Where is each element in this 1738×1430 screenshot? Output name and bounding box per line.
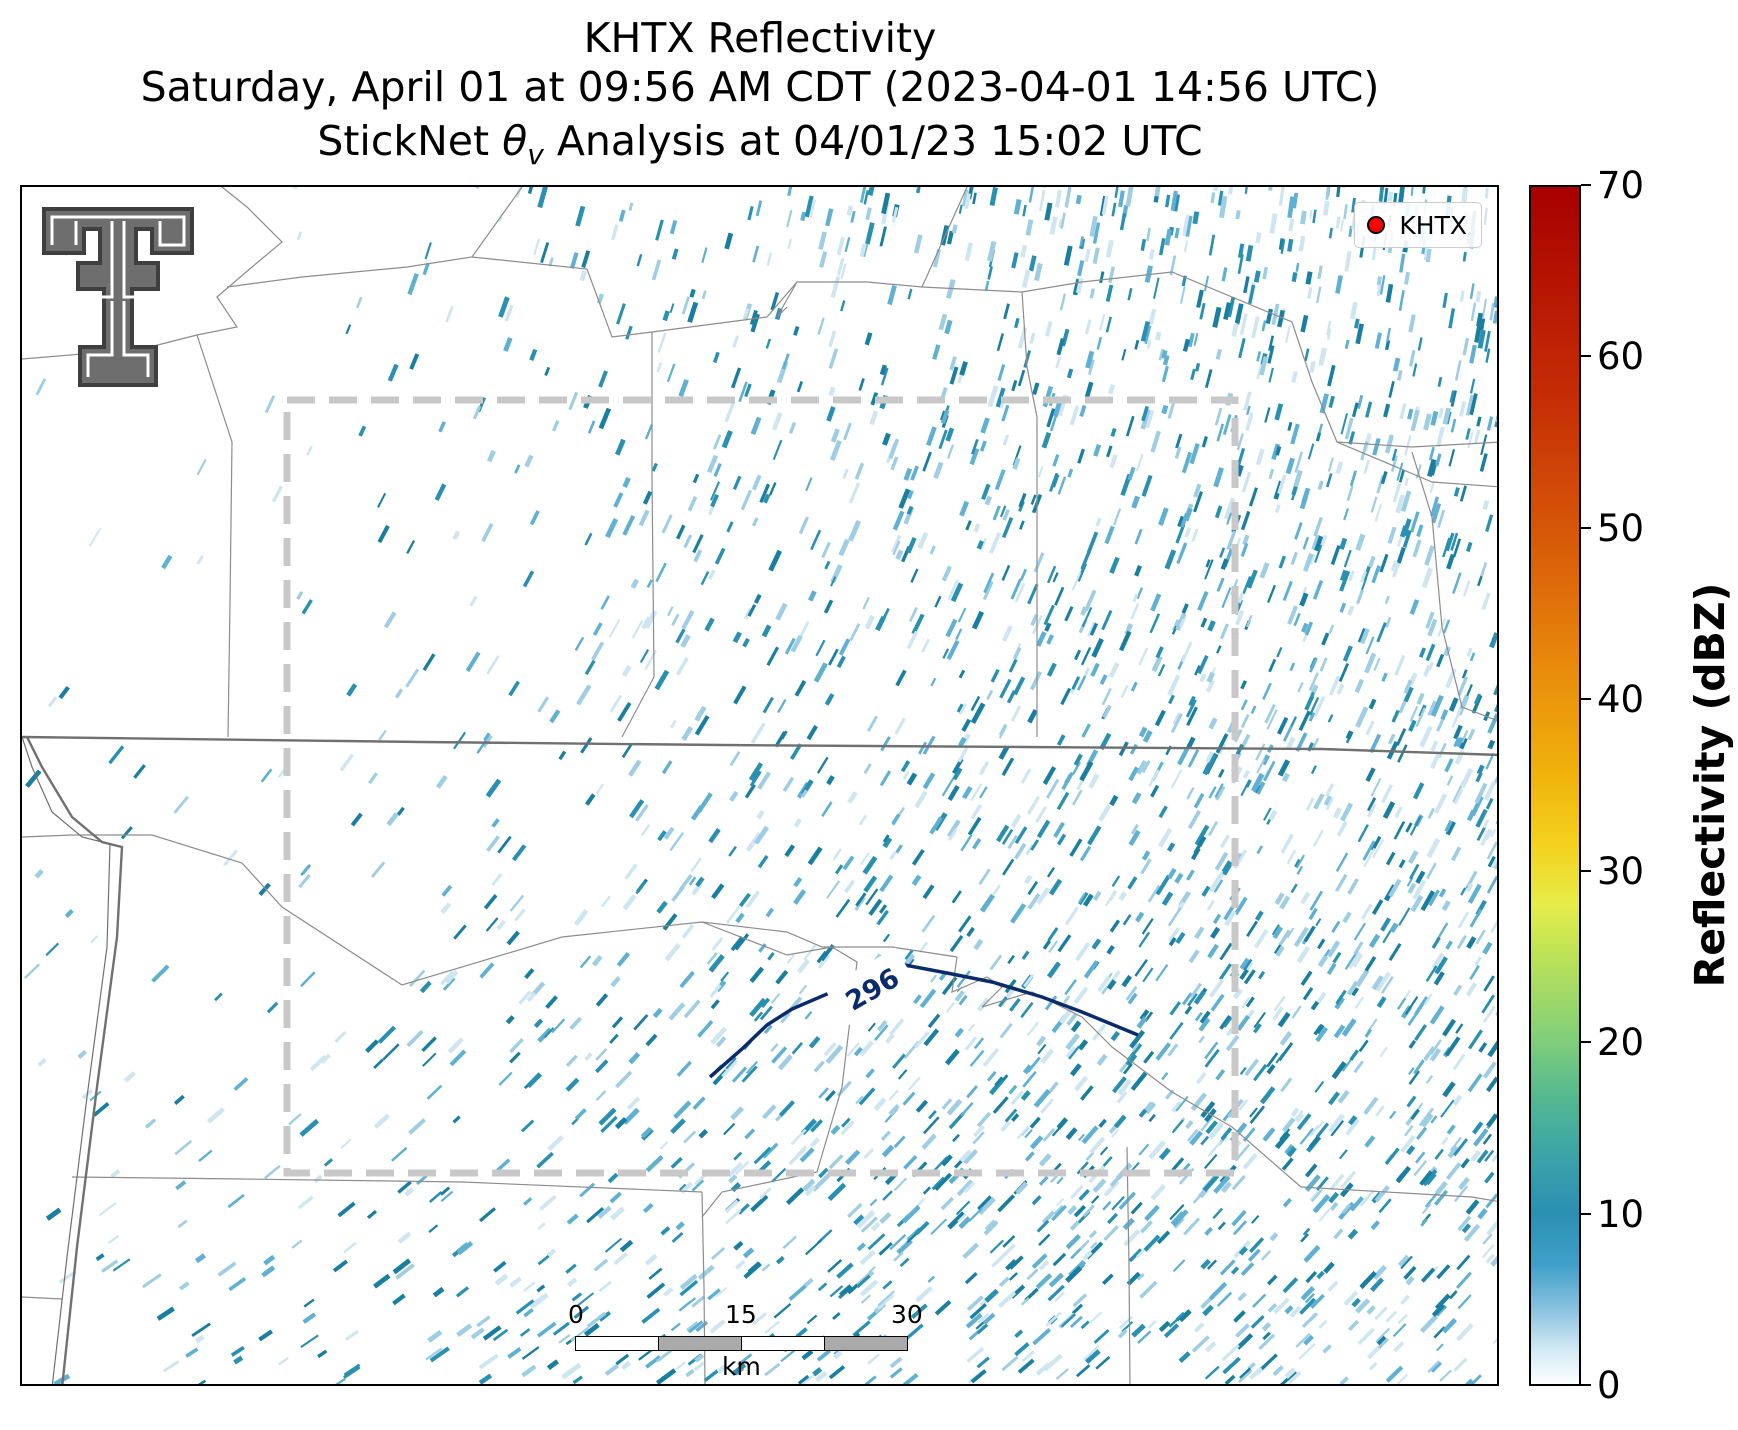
scale-segment-4 [824, 1336, 908, 1351]
scale-segment-1 [575, 1336, 659, 1351]
legend-label: KHTX [1399, 210, 1467, 240]
colorbar-tick-label: 40 [1597, 678, 1645, 722]
colorbar-tick-mark [1581, 184, 1591, 186]
colorbar-tick-label: 70 [1597, 164, 1645, 207]
map-subtitle-time: Saturday, April 01 at 09:56 AM CDT (2023… [140, 63, 1380, 111]
colorbar-title: Reflectivity (dBZ) [1686, 582, 1734, 988]
radar-map[interactable]: 296 KHTX 0 15 30 km [20, 185, 1499, 1386]
reflectivity-echoes [23, 187, 1497, 1384]
scale-segment-3 [741, 1336, 825, 1351]
theta-v-contour: 296 [708, 947, 1139, 1079]
map-canvas: 296 [22, 187, 1497, 1384]
state-boundaries [22, 735, 1497, 1384]
scale-label-0: 0 [568, 1300, 584, 1329]
scale-label-30: 30 [891, 1300, 923, 1329]
reflectivity-colorbar [1529, 185, 1581, 1386]
theta-symbol: θv [502, 117, 544, 172]
colorbar-tick-mark [1581, 355, 1591, 358]
colorbar-tick-mark [1581, 698, 1591, 701]
analysis-prefix: StickNet [317, 117, 503, 165]
colorbar-tick-label: 60 [1597, 335, 1645, 379]
scale-segment-2 [658, 1336, 742, 1351]
scale-bar: 0 15 30 km [568, 1300, 975, 1384]
texas-tech-logo [42, 207, 194, 387]
scale-label-15: 15 [725, 1300, 757, 1329]
colorbar-tick-mark [1581, 1212, 1591, 1215]
colorbar-tick-mark [1581, 526, 1591, 529]
radar-site-marker [1367, 216, 1386, 234]
scale-unit: km [722, 1352, 761, 1381]
map-subtitle-analysis: StickNet θv Analysis at 04/01/23 15:02 U… [0, 117, 1520, 171]
colorbar-tick-mark [1581, 1041, 1591, 1044]
colorbar-tick-mark [1581, 1384, 1591, 1386]
colorbar-tick-mark [1581, 869, 1591, 872]
analysis-suffix: Analysis at 04/01/23 15:02 UTC [543, 117, 1203, 165]
colorbar-tick-label: 0 [1597, 1364, 1621, 1407]
colorbar-tick-label: 20 [1597, 1021, 1645, 1065]
analysis-domain-box [283, 396, 1239, 1177]
map-title: KHTX Reflectivity [583, 14, 937, 62]
colorbar-tick-label: 30 [1597, 849, 1645, 893]
county-boundaries [22, 187, 1497, 1384]
colorbar-tick-label: 50 [1597, 506, 1645, 550]
map-legend: KHTX [1354, 202, 1482, 248]
colorbar-tick-label: 10 [1597, 1192, 1645, 1236]
